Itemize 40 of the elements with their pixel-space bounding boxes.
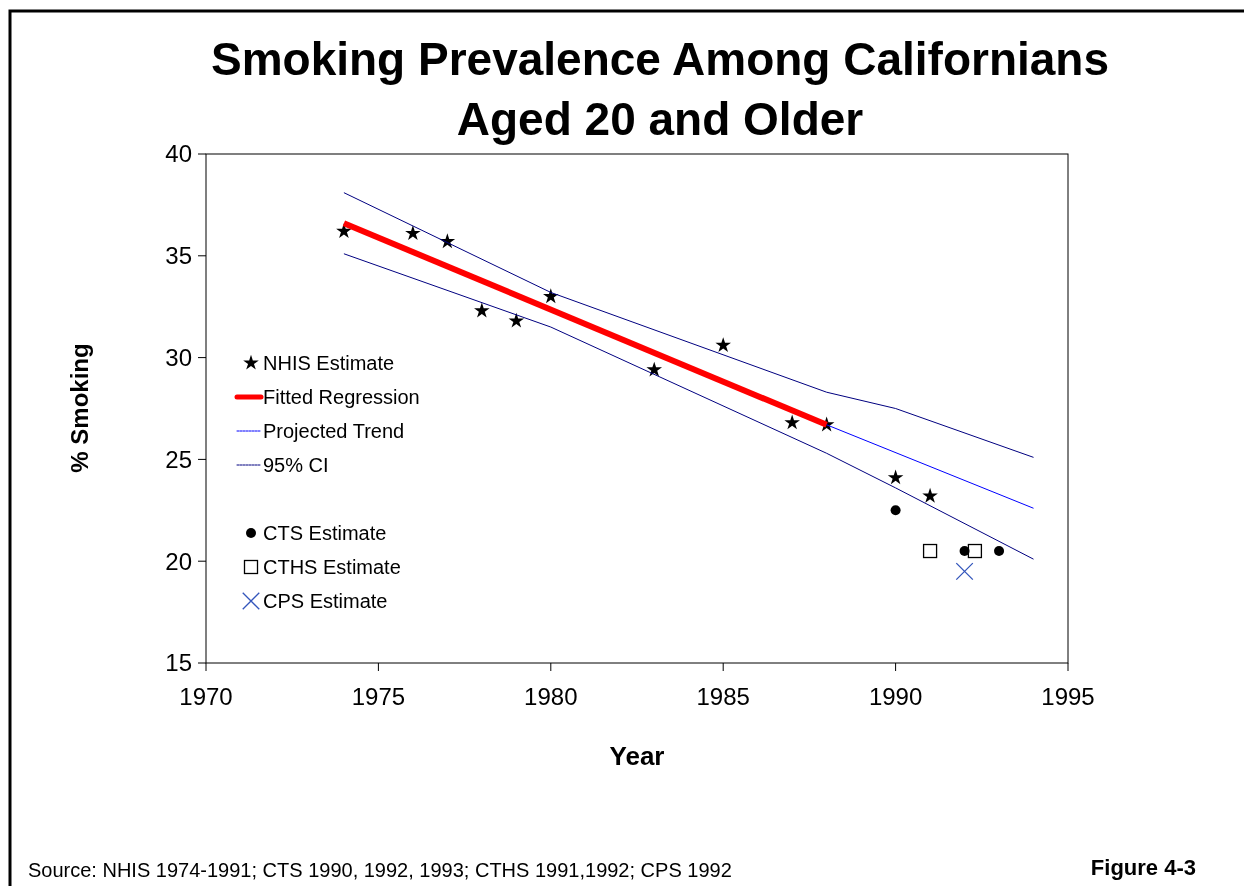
source-note: Source: NHIS 1974-1991; CTS 1990, 1992, 1993; CTHS 1991,1992; CPS 1992 [28,859,732,881]
x-tick-label: 1985 [696,683,750,710]
legend-label: CTS Estimate [263,522,387,544]
y-axis-title: % Smoking [66,343,93,473]
point [922,487,938,503]
point [887,469,904,485]
legend-label: 95% CI [263,454,329,476]
point [336,223,352,238]
legend-label: CPS Estimate [263,590,388,612]
point [922,543,938,559]
x-tick-label: 1970 [179,683,233,710]
x-tick-label: 1990 [868,683,923,710]
y-tick-label: 20 [165,547,192,575]
point [474,302,490,318]
x-tick-label: 1995 [1041,683,1095,710]
point [955,562,974,581]
x-axis-title: Year [609,741,665,771]
point [543,288,559,304]
x-tick-label: 1975 [351,683,406,710]
point [405,225,421,241]
point [784,414,800,430]
legend-label: Fitted Regression [263,386,420,408]
point [508,312,525,328]
y-tick-label: 25 [165,445,192,473]
chart-title: Smoking Prevalence Among Californians Aged 20 and Older [210,33,1110,145]
legend-label: NHIS Estimate [263,352,395,374]
legend-label: CTHS Estimate [263,556,401,578]
point [959,546,970,557]
y-tick-label: 30 [165,344,192,371]
legend-label: Projected Trend [263,420,405,442]
point [646,361,663,377]
y-tick-label: 15 [165,649,192,677]
point [967,543,983,559]
point [890,505,901,516]
point [994,546,1005,557]
y-tick-label: 35 [165,242,192,270]
x-tick-label: 1980 [524,683,578,710]
y-tick-label: 40 [165,140,192,168]
caption: Figure 4-3 [1090,855,1196,880]
point [715,337,731,352]
